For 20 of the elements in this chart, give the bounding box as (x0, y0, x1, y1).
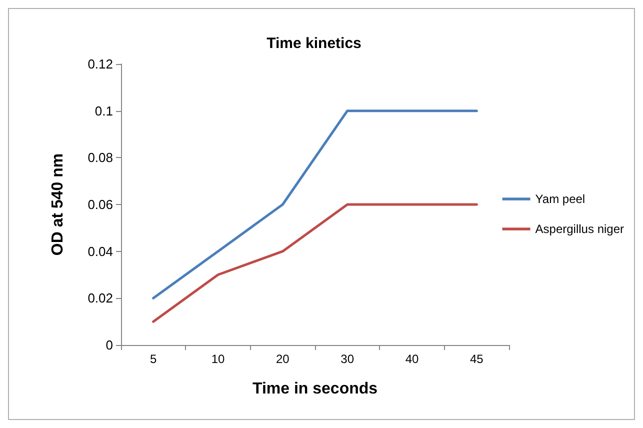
x-tick-label: 30 (340, 352, 354, 366)
y-tick-label: 0.1 (94, 103, 113, 118)
x-tick-label: 45 (470, 352, 484, 366)
x-tick-label: 10 (211, 352, 225, 366)
line-series (152, 203, 478, 323)
x-axis-title: Time in seconds (252, 380, 378, 398)
line-series (152, 110, 478, 300)
y-tick-label: 0.02 (88, 290, 113, 306)
legend-label: Aspergillus niger (535, 222, 624, 236)
x-tick-label: 20 (276, 352, 290, 366)
legend-label: Yam peel (535, 192, 586, 206)
y-tick-label: 0.04 (88, 244, 113, 259)
x-tick-label: 40 (405, 352, 419, 366)
chart-title: Time kinetics (266, 35, 362, 52)
y-tick-label: 0 (106, 338, 113, 352)
x-tick-label: 5 (150, 352, 157, 366)
y-axis-title: OD at 540 nm (50, 153, 66, 256)
y-tick-label: 0.12 (88, 56, 113, 72)
y-tick-label: 0.06 (88, 197, 113, 212)
y-tick-label: 0.08 (88, 150, 113, 166)
